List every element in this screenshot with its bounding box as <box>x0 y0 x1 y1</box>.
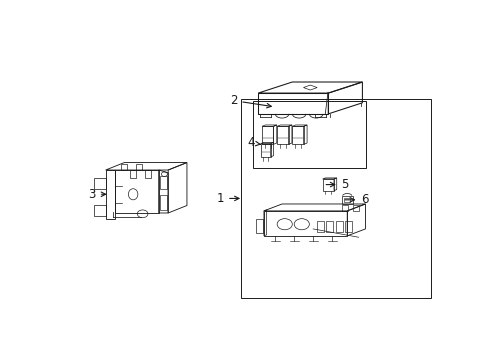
Bar <box>130 170 136 178</box>
Bar <box>241 99 430 298</box>
Bar <box>256 219 263 233</box>
Text: 3: 3 <box>88 188 105 201</box>
Bar <box>252 102 366 168</box>
Bar <box>94 205 105 216</box>
Bar <box>121 164 127 170</box>
Bar <box>94 178 105 189</box>
Bar <box>145 170 151 178</box>
Text: 6: 6 <box>345 193 368 206</box>
Text: 1: 1 <box>216 192 239 205</box>
Bar <box>160 176 166 189</box>
Bar <box>326 221 332 232</box>
Bar <box>316 221 323 232</box>
Bar <box>353 205 358 211</box>
Bar <box>160 195 166 210</box>
Bar <box>335 221 342 232</box>
Text: 5: 5 <box>325 178 348 191</box>
Text: 2: 2 <box>229 94 271 108</box>
Bar <box>345 221 351 232</box>
Bar <box>342 205 347 211</box>
Bar <box>136 164 142 170</box>
Bar <box>341 196 352 204</box>
Bar <box>344 198 350 202</box>
Text: 4: 4 <box>246 136 260 149</box>
